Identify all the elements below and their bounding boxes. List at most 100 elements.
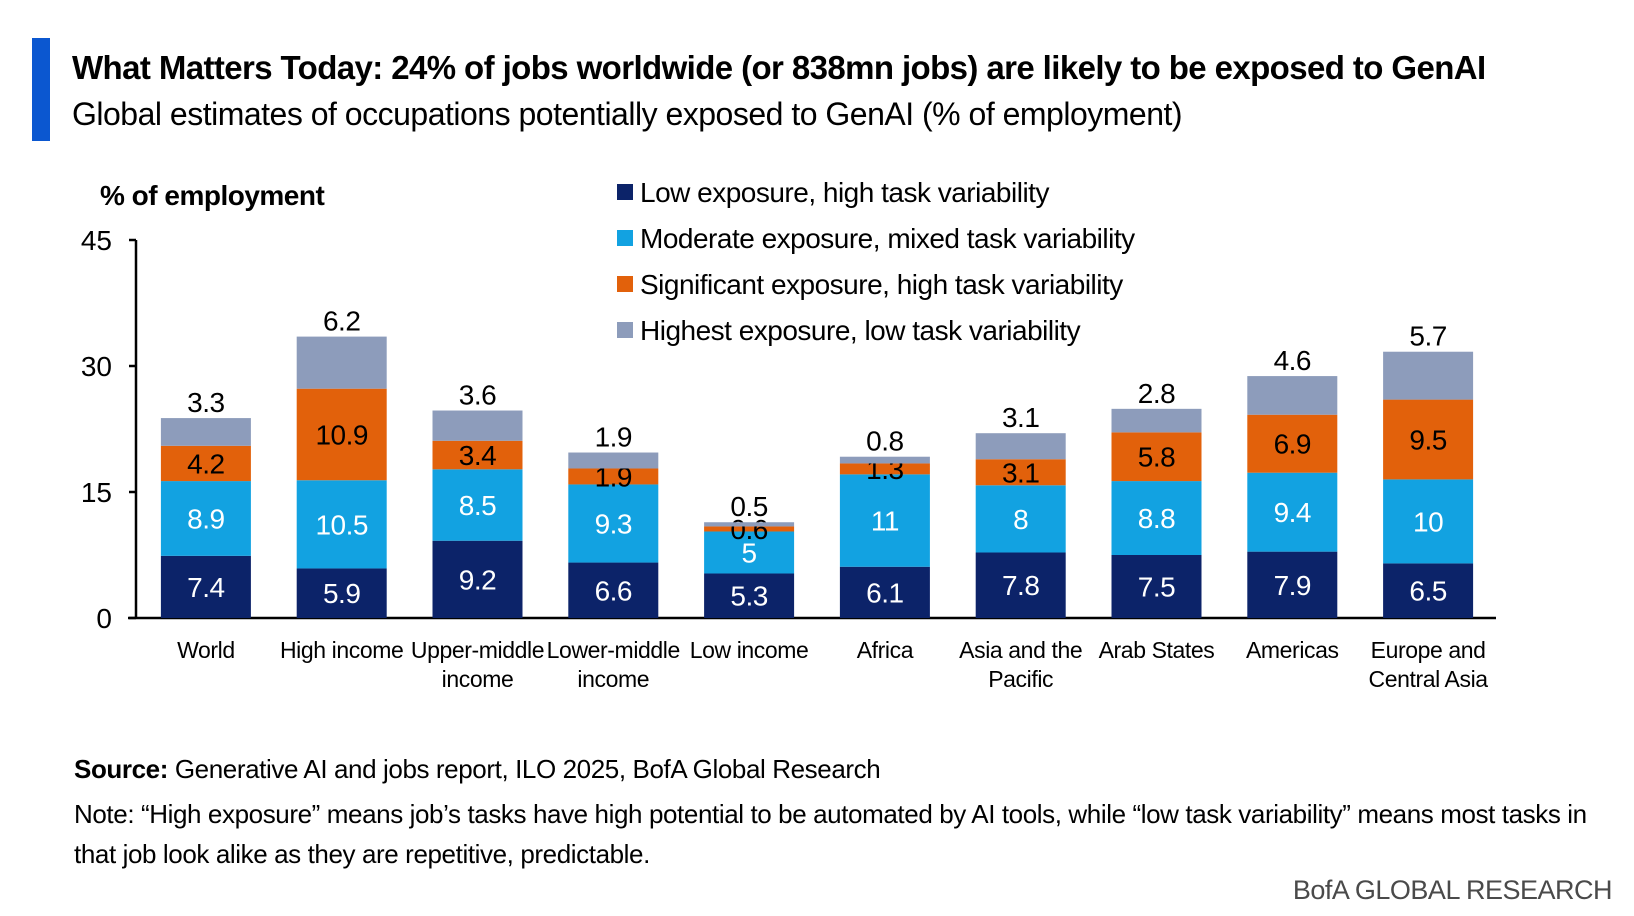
data-label: 1.9 (595, 422, 632, 453)
data-label: 7.8 (1002, 570, 1039, 601)
x-tick-label: High income (280, 637, 403, 663)
bar-segment (568, 452, 659, 469)
data-label: 6.2 (323, 306, 360, 337)
bar-segment (568, 484, 659, 563)
bar-segment (160, 555, 251, 618)
data-label: 5.9 (323, 578, 360, 609)
x-tick-label: Africa (857, 637, 914, 663)
bar-segment (975, 433, 1066, 460)
data-label: 8 (1013, 504, 1028, 535)
x-tick-label: Central Asia (1368, 666, 1488, 692)
bar-segment (1383, 351, 1474, 400)
bar-segment (1247, 472, 1338, 552)
x-tick-label: World (177, 637, 235, 663)
data-label: 9.5 (1409, 425, 1446, 456)
chart-legend: Low exposure, high task variability Moder… (617, 177, 1136, 346)
data-label: 9.4 (1274, 497, 1311, 528)
bar-segment (432, 440, 523, 470)
data-label: 5.3 (730, 581, 767, 612)
data-label: 5 (742, 537, 757, 568)
legend-swatch (617, 276, 633, 292)
x-tick-label: Arab States (1099, 637, 1215, 663)
data-label: 0.8 (866, 426, 903, 457)
data-label: 5.8 (1138, 442, 1175, 473)
y-tick-label: 15 (81, 477, 112, 508)
bar-segment (296, 568, 387, 618)
x-tick-label: Asia and the (959, 637, 1082, 663)
data-label: 10 (1413, 506, 1443, 537)
data-label: 8.8 (1138, 503, 1175, 534)
bar-segment (704, 522, 795, 527)
data-label: 2.8 (1138, 378, 1175, 409)
data-label: 7.5 (1138, 572, 1175, 603)
data-label: 3.3 (187, 387, 224, 418)
bar-segment (1111, 481, 1202, 555)
data-label: 4.6 (1274, 345, 1311, 376)
bar-segment (1111, 408, 1202, 433)
data-label: 8.9 (187, 503, 224, 534)
note-text: Note: “High exposure” means job’s tasks … (74, 799, 1587, 869)
source-line: Source: Generative AI and jobs report, I… (74, 754, 881, 785)
data-label: 7.4 (187, 572, 224, 603)
data-label: 8.5 (459, 490, 496, 521)
y-tick-label: 0 (96, 603, 112, 634)
legend-label: Moderate exposure, mixed task variabilit… (640, 223, 1135, 254)
legend-label: Low exposure, high task variability (640, 177, 1049, 208)
data-label: 6.1 (866, 577, 903, 608)
bar-segment (975, 459, 1066, 486)
chart-axes: 0 15 30 45 % of employment World High income Up… (81, 180, 1496, 692)
bar-segment (160, 481, 251, 556)
bar-segment (1247, 414, 1338, 473)
bar-segment (839, 463, 930, 475)
x-tick-label: Americas (1246, 637, 1339, 663)
data-label: 7.9 (1274, 570, 1311, 601)
x-tick-label: Upper-middle (411, 637, 544, 663)
bar-segment (1383, 399, 1474, 480)
data-label: 11 (871, 506, 899, 537)
data-label: 5.7 (1409, 321, 1446, 352)
data-label: 0.6 (730, 514, 767, 545)
bar-segment (296, 480, 387, 569)
source-text: Generative AI and jobs report, ILO 2025,… (168, 754, 881, 784)
data-label: 9.2 (459, 564, 496, 595)
y-tick-label: 30 (81, 351, 112, 382)
bar-segment (839, 566, 930, 618)
data-label: 10.9 (315, 419, 368, 450)
bar-segment (1247, 376, 1338, 415)
data-label: 10.5 (315, 509, 368, 540)
x-tick-label: Lower-middle (547, 637, 680, 663)
data-label: 3.1 (1002, 402, 1039, 433)
bar-segment (568, 562, 659, 618)
chart-subtitle: Global estimates of occupations potentia… (72, 96, 1183, 132)
bar-segment (704, 573, 795, 618)
bar-segment (160, 418, 251, 446)
legend-swatch (617, 230, 633, 246)
legend-label: Highest exposure, low task variability (640, 315, 1081, 346)
stacked-bar-chart: 0 15 30 45 % of employment World High income Up… (81, 177, 1496, 692)
bar-segment (704, 526, 795, 532)
bar-segment (568, 468, 659, 485)
data-label: 6.6 (595, 575, 632, 606)
x-tick-label: income (442, 666, 514, 692)
chart-bars: 7.4 8.9 4.2 3.3 5.9 10.5 10.9 6.2 9.2 8.5 3.4 3.6 6.… (160, 306, 1474, 618)
bar-segment (160, 445, 251, 482)
data-label: 4.2 (187, 448, 224, 479)
title-accent-bar (32, 38, 50, 141)
bar-segment (1111, 555, 1202, 618)
bar-segment (704, 531, 795, 574)
brand-label: BofA GLOBAL RESEARCH (1292, 875, 1613, 905)
bar-segment (839, 474, 930, 567)
data-label: 3.4 (459, 440, 496, 471)
x-tick-label: Low income (690, 637, 809, 663)
data-label: 0.5 (730, 491, 767, 522)
x-tick-label: income (577, 666, 649, 692)
legend-swatch (617, 184, 633, 200)
bar-segment (1111, 432, 1202, 482)
bar-segment (975, 485, 1066, 553)
data-label: 6.9 (1274, 429, 1311, 460)
bar-segment (839, 456, 930, 464)
y-axis-title: % of employment (100, 180, 324, 211)
data-label: 6.5 (1409, 576, 1446, 607)
x-tick-label: Pacific (988, 666, 1053, 692)
bar-segment (432, 469, 523, 541)
